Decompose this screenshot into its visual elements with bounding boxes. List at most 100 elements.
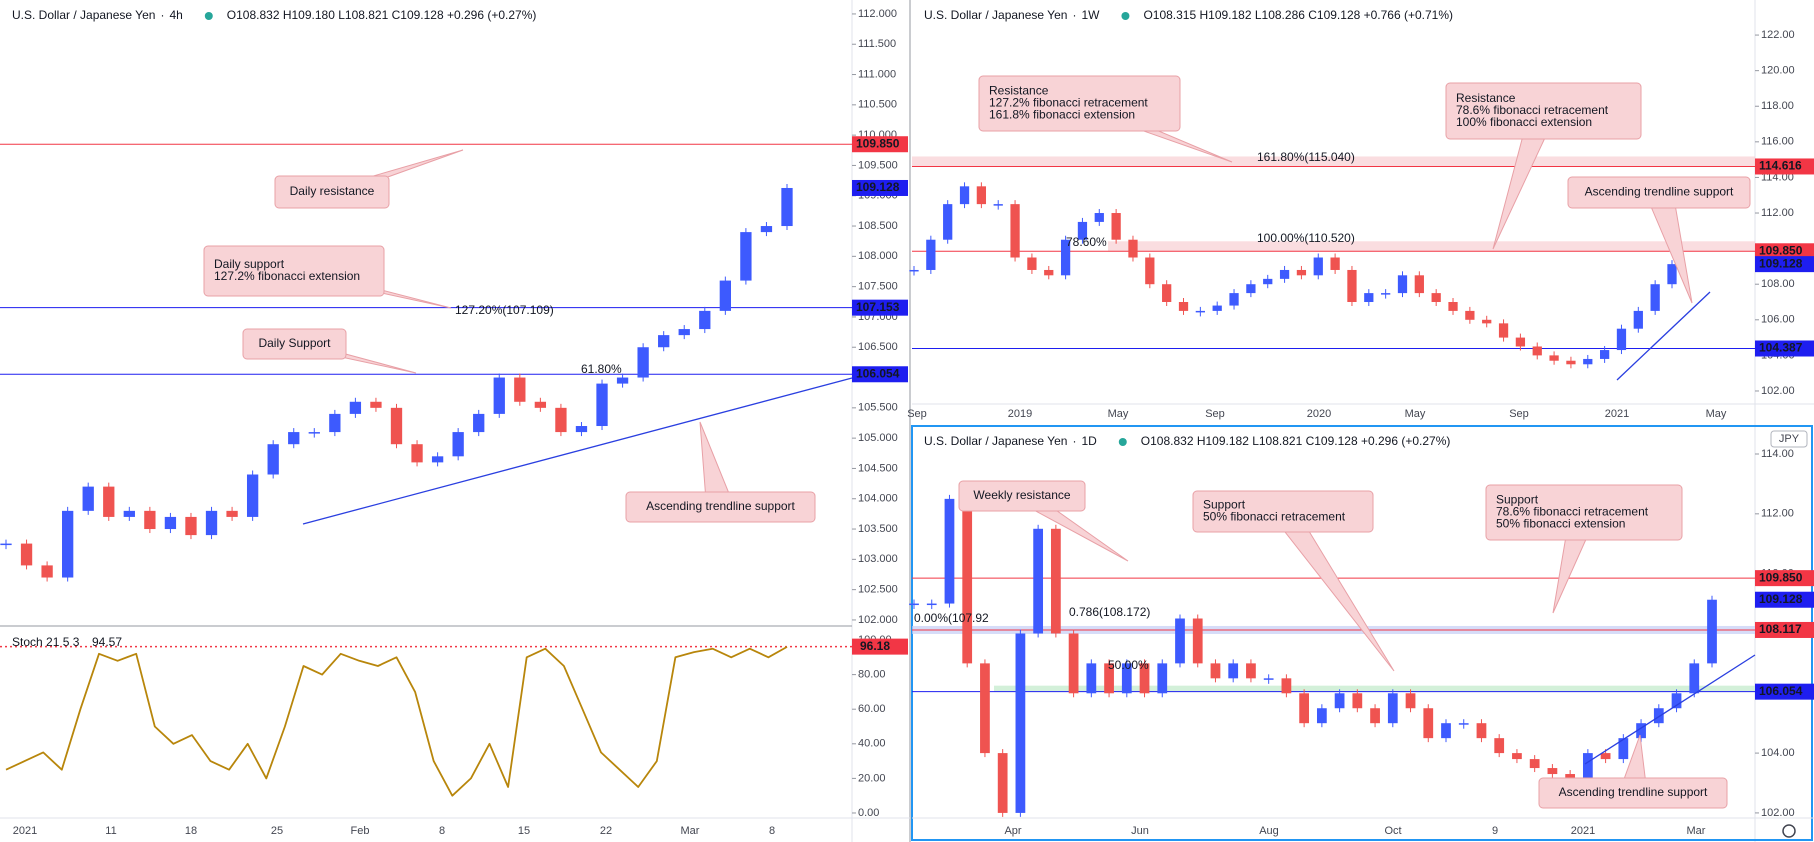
candle (103, 486, 115, 517)
callout-box (242, 328, 347, 360)
candle (1347, 269, 1357, 303)
x-tick-label: 25 (271, 825, 283, 837)
price-tag-label: 96.18 (860, 639, 890, 653)
candle (1482, 319, 1492, 324)
x-tick-label: Mar (681, 825, 700, 837)
x-tick-label: May (1108, 408, 1129, 420)
x-tick-label: Feb (351, 825, 370, 837)
y-tick-label: 116.00 (1761, 136, 1794, 148)
candle (699, 310, 711, 330)
price-tag-label: 106.054 (1759, 684, 1803, 698)
interval: 1D (1081, 434, 1097, 448)
x-tick-label: 2021 (13, 825, 37, 837)
callout-text: 127.2% fibonacci retracement (989, 96, 1148, 110)
symbol-title: U.S. Dollar / Japanese Yen (924, 8, 1067, 22)
callout-text: Ascending trendline support (1585, 185, 1734, 199)
candle (658, 335, 670, 348)
candle (164, 516, 177, 530)
candle (1618, 738, 1629, 760)
ohlc-values: O108.832 H109.180 L108.821 C109.128 +0.2… (227, 8, 537, 22)
callout-text: Support (1496, 493, 1539, 507)
candle (370, 401, 382, 408)
price-tag (1755, 683, 1814, 700)
x-tick-label: 15 (518, 825, 530, 837)
x-tick-label: 8 (769, 825, 775, 837)
candle (1316, 708, 1327, 724)
candle (0, 543, 12, 546)
fib-zone (1108, 241, 1755, 252)
y-tick-label: 40.00 (858, 738, 886, 750)
x-tick-label: May (1405, 408, 1426, 420)
callout-text: 50% fibonacci extension (1496, 517, 1625, 531)
candle (1707, 599, 1717, 664)
candle (1281, 678, 1292, 694)
candle (452, 432, 464, 457)
chart-layer: U.S. Dollar / Japanese Yen · 4h O108.832 H1… (0, 8, 1814, 838)
y-tick-label: 112.000 (858, 8, 897, 20)
y-tick-label: 103.000 (858, 553, 898, 565)
callout-box (1567, 176, 1751, 209)
price-tag (852, 638, 908, 655)
candle (1387, 693, 1398, 724)
fib-label: 100.00%(110.520) (1257, 231, 1355, 245)
candle (205, 510, 218, 536)
callout-box (203, 245, 385, 297)
candle (1246, 663, 1256, 679)
y-tick-label: 106.500 (858, 341, 898, 353)
y-tick-label: 104.000 (858, 493, 898, 505)
y-tick-label: 108.000 (858, 250, 898, 262)
y-tick-label: 80.00 (858, 669, 886, 681)
candle (1352, 693, 1363, 709)
candle (1582, 753, 1593, 784)
candle (1512, 753, 1522, 760)
x-tick-label: Sep (1205, 408, 1225, 420)
candle (959, 186, 970, 205)
callout-text: 127.2% fibonacci extension (214, 269, 360, 283)
callout-text: Daily resistance (290, 184, 375, 198)
x-tick-label: 2020 (1307, 408, 1331, 420)
y-tick-label: 105.500 (858, 402, 898, 414)
candle (431, 456, 444, 463)
candle (1296, 269, 1307, 276)
callout-text: 161.8% fibonacci extension (989, 108, 1135, 122)
settings-icon (1782, 824, 1796, 838)
candle (1583, 358, 1593, 365)
trendline (1616, 291, 1711, 381)
price-tag (852, 136, 908, 153)
candle (1671, 693, 1682, 709)
candle (1192, 618, 1203, 664)
candle (390, 407, 403, 445)
candle (1334, 693, 1345, 709)
candle (1279, 269, 1290, 279)
y-tick-label: 111.500 (858, 38, 896, 50)
candle (144, 510, 156, 530)
candle (493, 377, 505, 414)
candle (1086, 663, 1097, 694)
candle (596, 383, 608, 427)
callout-box (978, 75, 1181, 132)
candle (1330, 257, 1340, 270)
candle (1195, 310, 1205, 313)
x-tick-label: 2019 (1008, 408, 1032, 420)
y-tick-label: 111.000 (858, 68, 896, 80)
y-tick-label: 0.00 (858, 807, 879, 819)
candle (1229, 293, 1239, 306)
candle (926, 603, 937, 606)
stoch-line (5, 646, 788, 797)
candle (760, 226, 773, 233)
callout-box (274, 175, 390, 209)
candle (82, 486, 94, 511)
status-dot (1118, 438, 1127, 446)
candle (20, 543, 33, 566)
indicator-title: Stoch 21 5 3 (12, 635, 80, 649)
x-tick-label: May (1706, 408, 1727, 420)
candle (349, 401, 362, 414)
price-tag (1755, 621, 1814, 638)
price-tag (852, 366, 908, 383)
callout-text: Ascending trendline support (1559, 785, 1708, 799)
candle (1600, 753, 1611, 760)
interval: 1W (1081, 8, 1100, 22)
candle (1104, 663, 1114, 694)
price-tag-label: 109.128 (856, 180, 900, 194)
